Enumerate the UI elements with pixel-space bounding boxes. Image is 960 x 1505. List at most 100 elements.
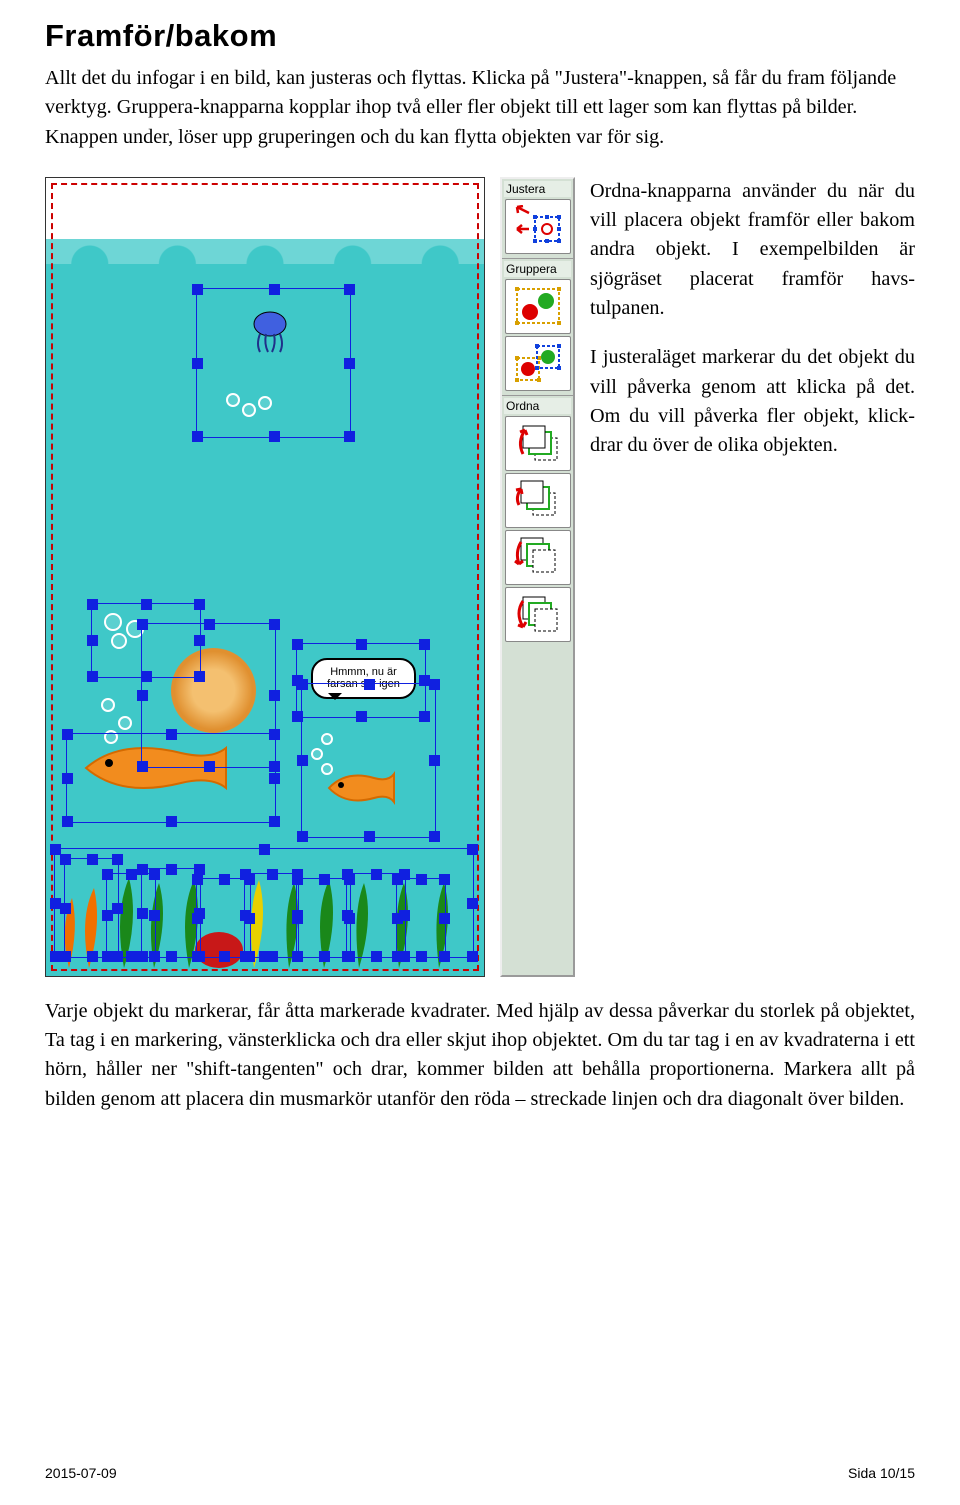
selection-handle[interactable] [439, 874, 450, 885]
selection-handle[interactable] [102, 869, 113, 880]
selection-rect[interactable] [196, 288, 351, 438]
selection-handle[interactable] [267, 951, 278, 962]
selection-handle[interactable] [344, 358, 355, 369]
selection-handle[interactable] [344, 431, 355, 442]
selection-handle[interactable] [292, 913, 303, 924]
selection-handle[interactable] [102, 951, 113, 962]
selection-handle[interactable] [126, 951, 137, 962]
selection-handle[interactable] [319, 951, 330, 962]
selection-rect[interactable] [244, 873, 299, 958]
selection-handle[interactable] [192, 284, 203, 295]
selection-handle[interactable] [204, 619, 215, 630]
selection-handle[interactable] [269, 773, 280, 784]
selection-handle[interactable] [392, 913, 403, 924]
selection-rect[interactable] [396, 878, 446, 958]
selection-rect[interactable] [66, 733, 276, 823]
selection-handle[interactable] [137, 864, 148, 875]
group-button[interactable] [505, 279, 571, 334]
selection-handle[interactable] [439, 951, 450, 962]
selection-rect[interactable] [296, 643, 426, 718]
selection-handle[interactable] [112, 854, 123, 865]
selection-handle[interactable] [141, 599, 152, 610]
selection-handle[interactable] [240, 951, 251, 962]
selection-handle[interactable] [371, 869, 382, 880]
selection-handle[interactable] [259, 844, 270, 855]
selection-handle[interactable] [192, 358, 203, 369]
selection-handle[interactable] [392, 874, 403, 885]
selection-handle[interactable] [429, 679, 440, 690]
selection-handle[interactable] [292, 951, 303, 962]
ungroup-button[interactable] [505, 336, 571, 391]
selection-handle[interactable] [292, 711, 303, 722]
selection-handle[interactable] [192, 913, 203, 924]
selection-handle[interactable] [192, 951, 203, 962]
selection-handle[interactable] [371, 951, 382, 962]
selection-handle[interactable] [219, 951, 230, 962]
selection-handle[interactable] [342, 951, 353, 962]
selection-handle[interactable] [87, 635, 98, 646]
selection-handle[interactable] [292, 675, 303, 686]
selection-handle[interactable] [364, 831, 375, 842]
selection-handle[interactable] [62, 816, 73, 827]
selection-handle[interactable] [126, 869, 137, 880]
justera-button[interactable] [505, 199, 571, 254]
selection-handle[interactable] [87, 854, 98, 865]
selection-handle[interactable] [292, 874, 303, 885]
selection-handle[interactable] [87, 671, 98, 682]
selection-handle[interactable] [292, 639, 303, 650]
selection-handle[interactable] [269, 284, 280, 295]
send-backward-button[interactable] [505, 530, 571, 585]
selection-handle[interactable] [219, 874, 230, 885]
selection-handle[interactable] [166, 816, 177, 827]
bring-to-front-button[interactable] [505, 416, 571, 471]
selection-handle[interactable] [166, 864, 177, 875]
selection-handle[interactable] [467, 844, 478, 855]
bring-forward-button[interactable] [505, 473, 571, 528]
selection-handle[interactable] [137, 619, 148, 630]
selection-handle[interactable] [344, 284, 355, 295]
selection-handle[interactable] [87, 951, 98, 962]
selection-handle[interactable] [269, 816, 280, 827]
selection-handle[interactable] [137, 951, 148, 962]
send-to-back-button[interactable] [505, 587, 571, 642]
selection-handle[interactable] [342, 910, 353, 921]
selection-handle[interactable] [240, 869, 251, 880]
selection-handle[interactable] [342, 869, 353, 880]
selection-handle[interactable] [392, 951, 403, 962]
selection-handle[interactable] [240, 910, 251, 921]
selection-handle[interactable] [429, 755, 440, 766]
selection-handle[interactable] [267, 869, 278, 880]
selection-handle[interactable] [269, 690, 280, 701]
selection-handle[interactable] [269, 431, 280, 442]
selection-handle[interactable] [319, 874, 330, 885]
selection-handle[interactable] [269, 619, 280, 630]
selection-handle[interactable] [419, 675, 430, 686]
selection-handle[interactable] [62, 729, 73, 740]
selection-handle[interactable] [467, 951, 478, 962]
selection-handle[interactable] [467, 898, 478, 909]
selection-handle[interactable] [416, 951, 427, 962]
selection-handle[interactable] [102, 910, 113, 921]
selection-handle[interactable] [297, 831, 308, 842]
selection-handle[interactable] [419, 639, 430, 650]
selection-handle[interactable] [60, 951, 71, 962]
selection-handle[interactable] [60, 854, 71, 865]
selection-handle[interactable] [356, 639, 367, 650]
selection-handle[interactable] [419, 711, 430, 722]
selection-handle[interactable] [194, 599, 205, 610]
selection-handle[interactable] [87, 599, 98, 610]
selection-handle[interactable] [297, 755, 308, 766]
selection-handle[interactable] [439, 913, 450, 924]
selection-handle[interactable] [166, 729, 177, 740]
selection-handle[interactable] [60, 903, 71, 914]
selection-handle[interactable] [192, 431, 203, 442]
selection-handle[interactable] [137, 908, 148, 919]
selection-handle[interactable] [137, 690, 148, 701]
selection-handle[interactable] [269, 729, 280, 740]
selection-handle[interactable] [166, 951, 177, 962]
selection-handle[interactable] [192, 874, 203, 885]
selection-handle[interactable] [356, 711, 367, 722]
selection-handle[interactable] [62, 773, 73, 784]
selection-handle[interactable] [429, 831, 440, 842]
selection-handle[interactable] [416, 874, 427, 885]
